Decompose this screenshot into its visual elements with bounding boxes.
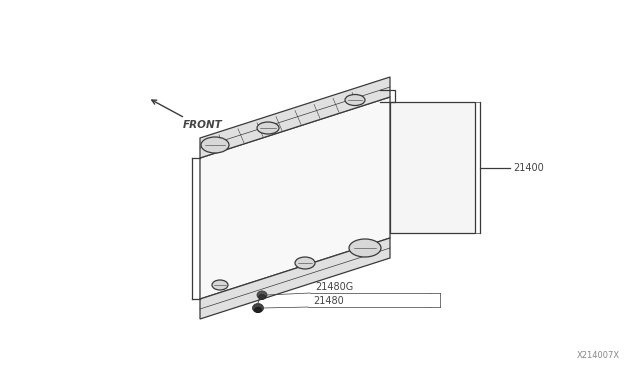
Text: 21480: 21480 — [313, 296, 344, 306]
Text: FRONT: FRONT — [183, 120, 223, 130]
Ellipse shape — [259, 295, 266, 299]
Ellipse shape — [349, 239, 381, 257]
Ellipse shape — [212, 280, 228, 290]
Text: 21480G: 21480G — [315, 282, 353, 292]
Polygon shape — [200, 97, 390, 299]
Ellipse shape — [257, 291, 267, 299]
Ellipse shape — [257, 122, 279, 134]
Ellipse shape — [295, 257, 315, 269]
Text: X214007X: X214007X — [577, 351, 620, 360]
Polygon shape — [390, 102, 475, 233]
Ellipse shape — [253, 304, 264, 312]
Ellipse shape — [255, 308, 262, 312]
Ellipse shape — [345, 94, 365, 106]
Text: 21400: 21400 — [513, 163, 544, 173]
Polygon shape — [200, 77, 390, 158]
Ellipse shape — [201, 137, 229, 153]
Polygon shape — [200, 238, 390, 319]
